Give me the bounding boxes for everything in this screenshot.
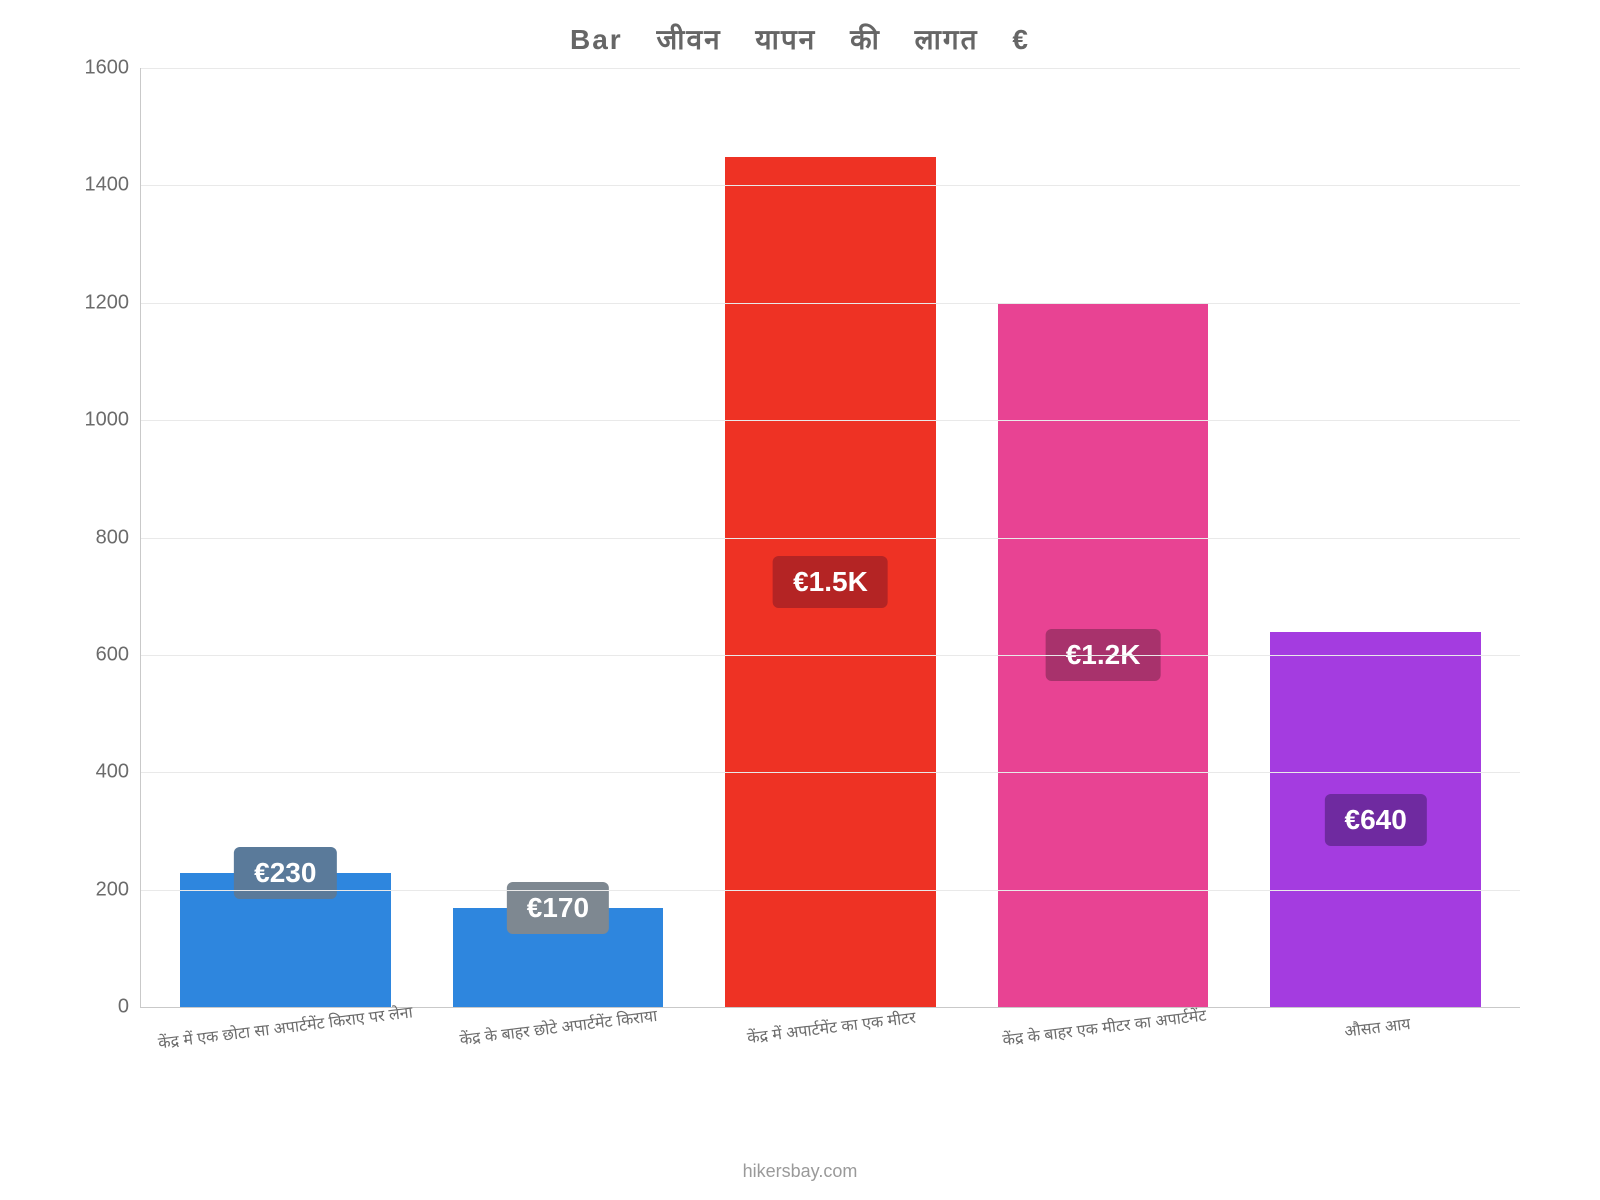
- x-tick-label: केंद्र के बाहर छोटे अपार्टमेंट किराया: [459, 1004, 659, 1050]
- grid-line: [141, 68, 1520, 69]
- x-label-slot: केंद्र में एक छोटा सा अपार्टमेंट किराए प…: [148, 1008, 421, 1088]
- bar-value-badge: €230: [234, 847, 336, 899]
- y-tick-label: 400: [96, 761, 141, 784]
- x-label-slot: केंद्र में अपार्टमेंट का एक मीटर: [694, 1008, 967, 1088]
- x-tick-label: केंद्र के बाहर एक मीटर का अपार्टमेंट: [1001, 1004, 1207, 1051]
- y-tick-label: 600: [96, 643, 141, 666]
- footer-attribution: hikersbay.com: [0, 1161, 1600, 1182]
- bar: €230: [179, 872, 392, 1007]
- y-tick-label: 0: [118, 996, 141, 1019]
- grid-line: [141, 772, 1520, 773]
- grid-line: [141, 420, 1520, 421]
- grid-line: [141, 655, 1520, 656]
- x-label-slot: केंद्र के बाहर छोटे अपार्टमेंट किराया: [421, 1008, 694, 1088]
- y-tick-label: 1600: [85, 57, 142, 80]
- bar-value-badge: €640: [1325, 794, 1427, 846]
- chart-title: Bar जीवन यापन की लागत €: [60, 20, 1540, 58]
- x-label-slot: केंद्र के बाहर एक मीटर का अपार्टमेंट: [966, 1008, 1239, 1088]
- bar: €170: [452, 907, 665, 1007]
- bar: €640: [1269, 631, 1482, 1007]
- x-tick-label: केंद्र में एक छोटा सा अपार्टमेंट किराए प…: [157, 1000, 414, 1053]
- grid-line: [141, 185, 1520, 186]
- y-tick-label: 1000: [85, 409, 142, 432]
- grid-line: [141, 538, 1520, 539]
- y-tick-label: 1200: [85, 291, 142, 314]
- y-tick-label: 800: [96, 526, 141, 549]
- chart-container: Bar जीवन यापन की लागत € €230€170€1.5K€1.…: [60, 20, 1540, 1140]
- x-tick-label: औसत आय: [1343, 1012, 1412, 1042]
- bar: €1.5K: [724, 156, 937, 1007]
- x-tick-label: केंद्र में अपार्टमेंट का एक मीटर: [746, 1006, 917, 1049]
- y-tick-label: 1400: [85, 174, 142, 197]
- x-label-slot: औसत आय: [1239, 1008, 1512, 1088]
- x-axis-labels: केंद्र में एक छोटा सा अपार्टमेंट किराए प…: [140, 1008, 1520, 1088]
- y-tick-label: 200: [96, 878, 141, 901]
- grid-line: [141, 303, 1520, 304]
- grid-line: [141, 890, 1520, 891]
- plot-area: €230€170€1.5K€1.2K€640 02004006008001000…: [140, 68, 1520, 1008]
- bar-value-badge: €1.5K: [773, 556, 888, 608]
